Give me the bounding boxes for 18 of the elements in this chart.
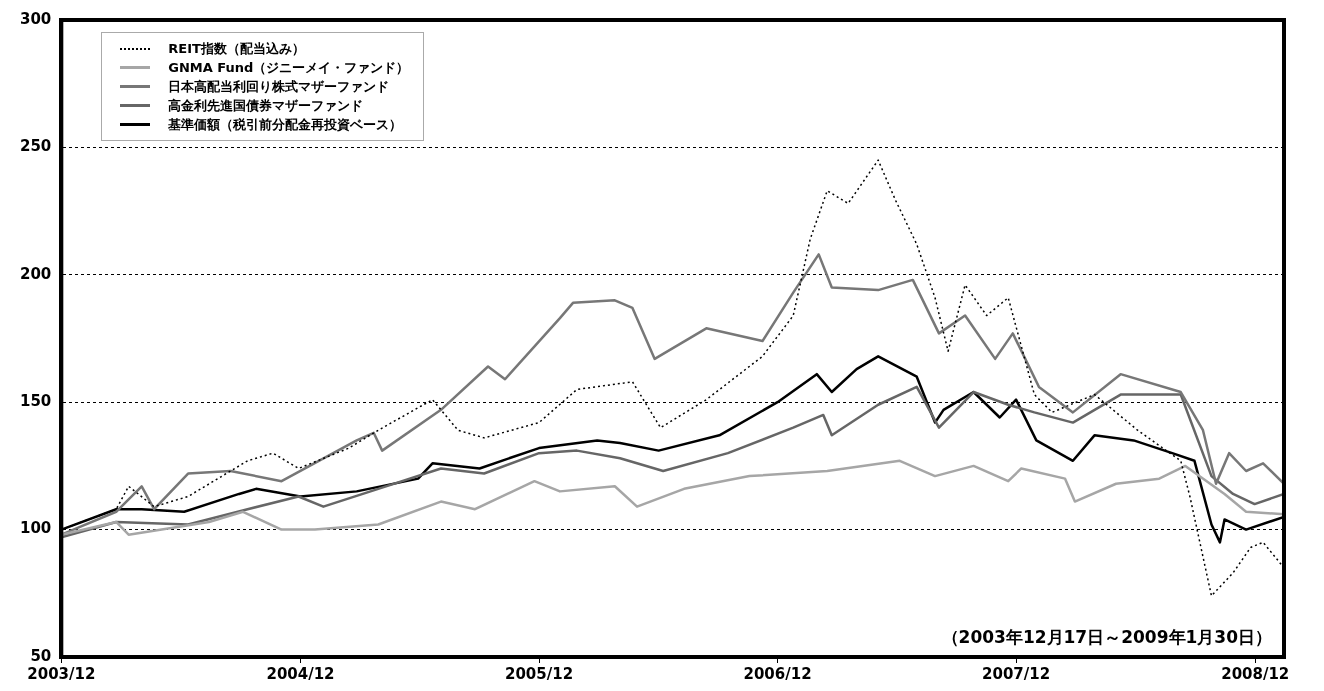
x-tick-label: 2003/12 bbox=[27, 664, 96, 683]
y-tick-label: 300 bbox=[20, 9, 52, 28]
x-tick-label: 2008/12 bbox=[1221, 664, 1290, 683]
y-tick-label: 250 bbox=[20, 137, 52, 156]
y-tick-label: 150 bbox=[20, 392, 52, 411]
x-tick-label: 2006/12 bbox=[743, 664, 812, 683]
legend-label: REIT指数（配当込み） bbox=[168, 40, 305, 58]
y-tick-label: 100 bbox=[20, 519, 52, 538]
legend-label: 高金利先進国債券マザーファンド bbox=[168, 97, 364, 115]
legend-label: 日本高配当利回り株式マザーファンド bbox=[168, 78, 390, 96]
legend-label: GNMA Fund（ジニーメイ・ファンド） bbox=[168, 59, 410, 77]
x-tick-label: 2007/12 bbox=[982, 664, 1051, 683]
x-tick-label: 2005/12 bbox=[504, 664, 574, 683]
legend-label: 基準価額（税引前分配金再投資ベース） bbox=[168, 116, 403, 134]
x-tick-label: 2004/12 bbox=[266, 664, 335, 683]
annotation: （2003年12月17日～2009年1月30日） bbox=[941, 626, 1272, 647]
y-tick-label: 200 bbox=[20, 264, 52, 283]
y-tick-label: 50 bbox=[30, 646, 52, 665]
